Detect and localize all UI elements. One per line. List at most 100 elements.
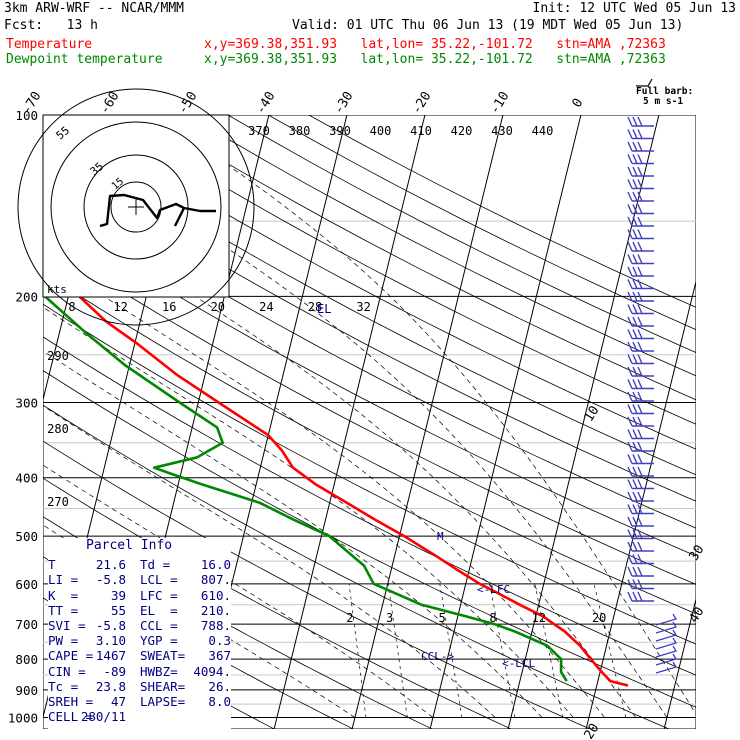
isotherm-line <box>273 115 426 729</box>
wind-barb <box>627 416 654 427</box>
isotherm-tick-label: -20 <box>409 89 434 117</box>
parcel-value: 39 <box>110 587 126 603</box>
wind-barb <box>627 329 654 340</box>
dry-adiabat-line <box>43 271 696 615</box>
parcel-value: 280/11 <box>80 709 126 725</box>
wind-barb <box>655 621 677 634</box>
wind-barb <box>627 179 654 190</box>
parcel-label: CAPE = <box>48 648 101 664</box>
isotherm-tick-label: 40 <box>687 605 708 626</box>
mixing-ratio-label: 20 <box>592 611 606 625</box>
parcel-info-row: K = 39 LFC = 610. <box>48 588 231 603</box>
parcel-info-row: SREH = 47 LAPSE= 8.0 <box>48 694 231 709</box>
isotherm-line <box>429 115 582 729</box>
mixing-ratio-line <box>534 583 564 718</box>
wind-barb <box>627 216 654 227</box>
wind-barb <box>627 116 654 127</box>
mixing-ratio-line <box>387 583 408 718</box>
hodograph-ring <box>110 181 162 233</box>
wind-barb <box>627 341 654 352</box>
pressure-tick-label: 700 <box>15 617 38 632</box>
isotherm-tick-label: -40 <box>253 89 278 117</box>
theta-tick-label: 430 <box>491 124 513 138</box>
wind-barb <box>627 154 654 165</box>
wind-barb <box>627 466 654 477</box>
hodograph-speed-label: 16 <box>162 300 176 314</box>
wind-barb <box>655 637 677 650</box>
dry-adiabat-line <box>43 153 696 502</box>
moist-adiabat-line <box>43 195 636 718</box>
isotherm-line <box>351 115 504 729</box>
hodograph-ring <box>83 154 189 260</box>
model-title: 3km ARW-WRF -- NCAR/MMM <box>4 1 185 16</box>
wind-barb <box>627 254 654 265</box>
valid-time: Valid: 01 UTC Thu 06 Jun 13 (19 MDT Wed … <box>292 18 684 33</box>
dewpoint-legend-label: Dewpoint temperature <box>6 52 163 67</box>
dry-adiabat-line <box>43 369 696 708</box>
parcel-label: K = <box>48 587 86 603</box>
parcel-label: SWEAT= <box>140 648 193 664</box>
wind-barb <box>627 554 654 565</box>
dry-adiabat-line <box>43 182 696 529</box>
moist-adiabat-line <box>43 306 574 718</box>
parcel-label: PW = <box>48 633 86 649</box>
theta-tick-label: 440 <box>532 124 554 138</box>
parcel-value: 26. <box>208 678 231 694</box>
wind-barb <box>627 579 654 590</box>
wind-barb <box>627 141 654 152</box>
parcel-value: 610. <box>200 587 231 603</box>
wind-barb <box>627 354 654 365</box>
hodograph-units-label: kts <box>47 283 67 296</box>
dry-adiabat-line <box>43 241 696 585</box>
mixing-ratio-line <box>593 583 627 718</box>
hodograph-ring <box>17 88 255 326</box>
parcel-label: CCL = <box>140 617 186 633</box>
m-annotation: M <box>437 530 444 543</box>
wind-barb <box>627 316 654 327</box>
parcel-value: 788. <box>200 617 231 633</box>
dry-adiabat-line <box>43 211 696 557</box>
wind-barb <box>655 653 677 666</box>
wind-barb <box>627 491 654 502</box>
parcel-label: T <box>48 557 86 573</box>
ccl-annotation: CCL-> <box>421 650 454 663</box>
moist-adiabat-line <box>43 255 605 718</box>
mixing-ratio-label: 8 <box>489 611 496 625</box>
parcel-label: HWBZ= <box>140 663 186 679</box>
el-annotation: EL <box>317 302 331 316</box>
parcel-value: 4094. <box>193 663 231 679</box>
dry-adiabat-line <box>43 303 696 645</box>
wind-barb <box>627 529 654 540</box>
temperature-legend-info: x,y=369.38,351.93 lat,lon= 35.22,-101.72… <box>204 37 666 52</box>
wind-barb <box>655 629 677 642</box>
isotherm-line <box>585 279 696 729</box>
wind-barb <box>627 366 654 377</box>
wind-barb <box>627 191 654 202</box>
isotherm-tick-label: -10 <box>487 89 512 117</box>
parcel-value: 55 <box>110 602 126 618</box>
parcel-label: SREH = <box>48 693 101 709</box>
mixing-ratio-label: 5 <box>439 611 446 625</box>
temperature-legend-label: Temperature <box>6 37 93 52</box>
wind-barb <box>627 391 654 402</box>
isotherm-tick-label: 0 <box>569 96 586 111</box>
hodograph-ring <box>50 121 222 293</box>
pressure-tick-label: 300 <box>15 395 38 410</box>
dewpoint-legend-info: x,y=369.38,351.93 lat,lon= 35.22,-101.72… <box>204 52 666 67</box>
pressure-tick-label: 1000 <box>8 711 38 726</box>
pressure-tick-label: 100 <box>15 108 38 123</box>
lfc-annotation: <-LFC <box>477 583 510 596</box>
wind-barb <box>627 229 654 240</box>
moist-adiabat-line <box>43 124 668 718</box>
parcel-value: -5.8 <box>95 617 126 633</box>
parcel-value: 1467 <box>95 648 126 664</box>
moist-adiabat-line <box>43 405 496 718</box>
parcel-info-row: SVI = -5.8 CCL = 788. <box>48 618 231 633</box>
parcel-info-row: LI = -5.8 LCL = 807. <box>48 572 231 587</box>
parcel-value: 367 <box>208 648 231 664</box>
wind-barb <box>627 566 654 577</box>
parcel-info-row: CAPE = 1467 SWEAT= 367 <box>48 648 231 663</box>
isotherm-tick-label: -50 <box>175 89 200 117</box>
parcel-label: TT = <box>48 602 86 618</box>
